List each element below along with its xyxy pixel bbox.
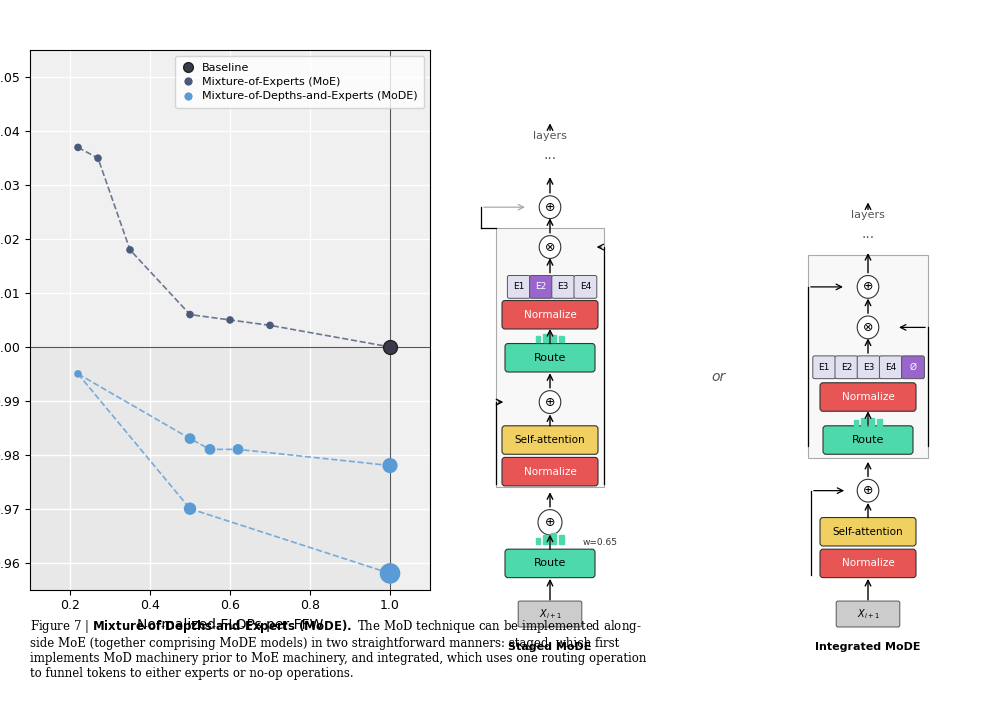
Point: [382, 341, 398, 352]
FancyBboxPatch shape: [502, 426, 598, 454]
Text: E1: E1: [819, 363, 830, 372]
Point: [382, 459, 398, 471]
Bar: [861, 418, 866, 426]
Text: E4: E4: [885, 363, 896, 372]
Point: [202, 444, 218, 455]
Text: Staged MoDE: Staged MoDE: [508, 642, 592, 652]
Text: Figure 7 | $\mathbf{Mixture}$-$\mathbf{of}$-$\mathbf{Depths}$-$\mathbf{and}$-$\m: Figure 7 | $\mathbf{Mixture}$-$\mathbf{o…: [30, 618, 646, 680]
Text: E4: E4: [580, 283, 591, 291]
FancyBboxPatch shape: [823, 426, 913, 454]
Point: [182, 503, 198, 515]
Text: Self-attention: Self-attention: [833, 527, 903, 537]
Text: Route: Route: [534, 559, 566, 569]
FancyBboxPatch shape: [879, 356, 902, 379]
Text: ⊕: ⊕: [863, 280, 873, 293]
Bar: [869, 418, 874, 426]
Text: ⊕: ⊕: [863, 484, 873, 497]
Point: [122, 244, 138, 255]
FancyBboxPatch shape: [835, 356, 858, 379]
FancyBboxPatch shape: [836, 601, 900, 627]
FancyBboxPatch shape: [820, 549, 916, 577]
Bar: [536, 539, 540, 544]
Text: E2: E2: [535, 283, 547, 291]
Text: or: or: [711, 370, 725, 384]
Circle shape: [857, 275, 879, 298]
Circle shape: [539, 236, 561, 258]
FancyBboxPatch shape: [518, 601, 582, 627]
Point: [222, 314, 238, 326]
Text: E3: E3: [558, 283, 569, 291]
Text: ⊕: ⊕: [545, 201, 555, 214]
Text: w=0.65: w=0.65: [583, 538, 618, 547]
FancyBboxPatch shape: [505, 549, 595, 577]
FancyBboxPatch shape: [552, 275, 575, 298]
Bar: [854, 421, 858, 426]
Bar: [30, 347, 390, 590]
Bar: [559, 535, 564, 544]
Point: [230, 444, 246, 455]
Text: layers: layers: [533, 132, 567, 142]
Point: [182, 308, 198, 320]
FancyBboxPatch shape: [505, 344, 595, 372]
Bar: [536, 336, 540, 342]
Circle shape: [538, 510, 562, 535]
Text: Ø: Ø: [910, 363, 916, 372]
Bar: [543, 535, 548, 544]
X-axis label: Normalized FLOPs per FFW: Normalized FLOPs per FFW: [137, 618, 323, 632]
Point: [382, 568, 398, 580]
FancyBboxPatch shape: [902, 356, 924, 379]
FancyBboxPatch shape: [574, 275, 597, 298]
FancyBboxPatch shape: [857, 356, 880, 379]
Text: E3: E3: [863, 363, 874, 372]
Text: E2: E2: [841, 363, 852, 372]
Text: Integrated MoDE: Integrated MoDE: [815, 642, 921, 652]
Text: Normalize: Normalize: [524, 310, 576, 320]
FancyBboxPatch shape: [496, 228, 604, 487]
Text: ...: ...: [543, 148, 557, 162]
Text: $X_{i+1}$: $X_{i+1}$: [857, 607, 879, 621]
FancyBboxPatch shape: [820, 518, 916, 546]
Point: [70, 142, 86, 153]
Text: Self-attention: Self-attention: [515, 435, 585, 445]
FancyBboxPatch shape: [507, 275, 530, 298]
Text: Normalize: Normalize: [842, 392, 894, 402]
FancyBboxPatch shape: [530, 275, 552, 298]
Legend: Baseline, Mixture-of-Experts (MoE), Mixture-of-Depths-and-Experts (MoDE): Baseline, Mixture-of-Experts (MoE), Mixt…: [175, 56, 424, 108]
Circle shape: [539, 390, 561, 413]
Circle shape: [857, 316, 879, 339]
Text: ⊕: ⊕: [545, 395, 555, 408]
FancyBboxPatch shape: [502, 301, 598, 329]
Bar: [551, 533, 556, 544]
Point: [262, 319, 278, 331]
Text: Normalize: Normalize: [842, 559, 894, 569]
Bar: [551, 334, 556, 342]
Point: [382, 341, 398, 352]
FancyBboxPatch shape: [813, 356, 836, 379]
Point: [70, 368, 86, 380]
Text: ...: ...: [861, 227, 875, 242]
FancyBboxPatch shape: [820, 383, 916, 411]
Text: Route: Route: [534, 353, 566, 363]
Point: [90, 152, 106, 164]
Bar: [877, 419, 882, 426]
Bar: [559, 336, 564, 342]
Text: ⊗: ⊗: [863, 321, 873, 334]
Text: Route: Route: [852, 435, 884, 445]
Point: [182, 433, 198, 444]
Circle shape: [857, 480, 879, 502]
Circle shape: [539, 196, 561, 219]
FancyBboxPatch shape: [808, 255, 928, 458]
Bar: [543, 334, 548, 342]
Text: E1: E1: [513, 283, 524, 291]
Text: Normalize: Normalize: [524, 467, 576, 477]
FancyBboxPatch shape: [502, 457, 598, 486]
Text: layers: layers: [851, 211, 885, 221]
Text: $X_{i+1}$: $X_{i+1}$: [539, 607, 561, 621]
Text: ⊕: ⊕: [545, 516, 555, 528]
Text: ⊗: ⊗: [545, 241, 555, 254]
